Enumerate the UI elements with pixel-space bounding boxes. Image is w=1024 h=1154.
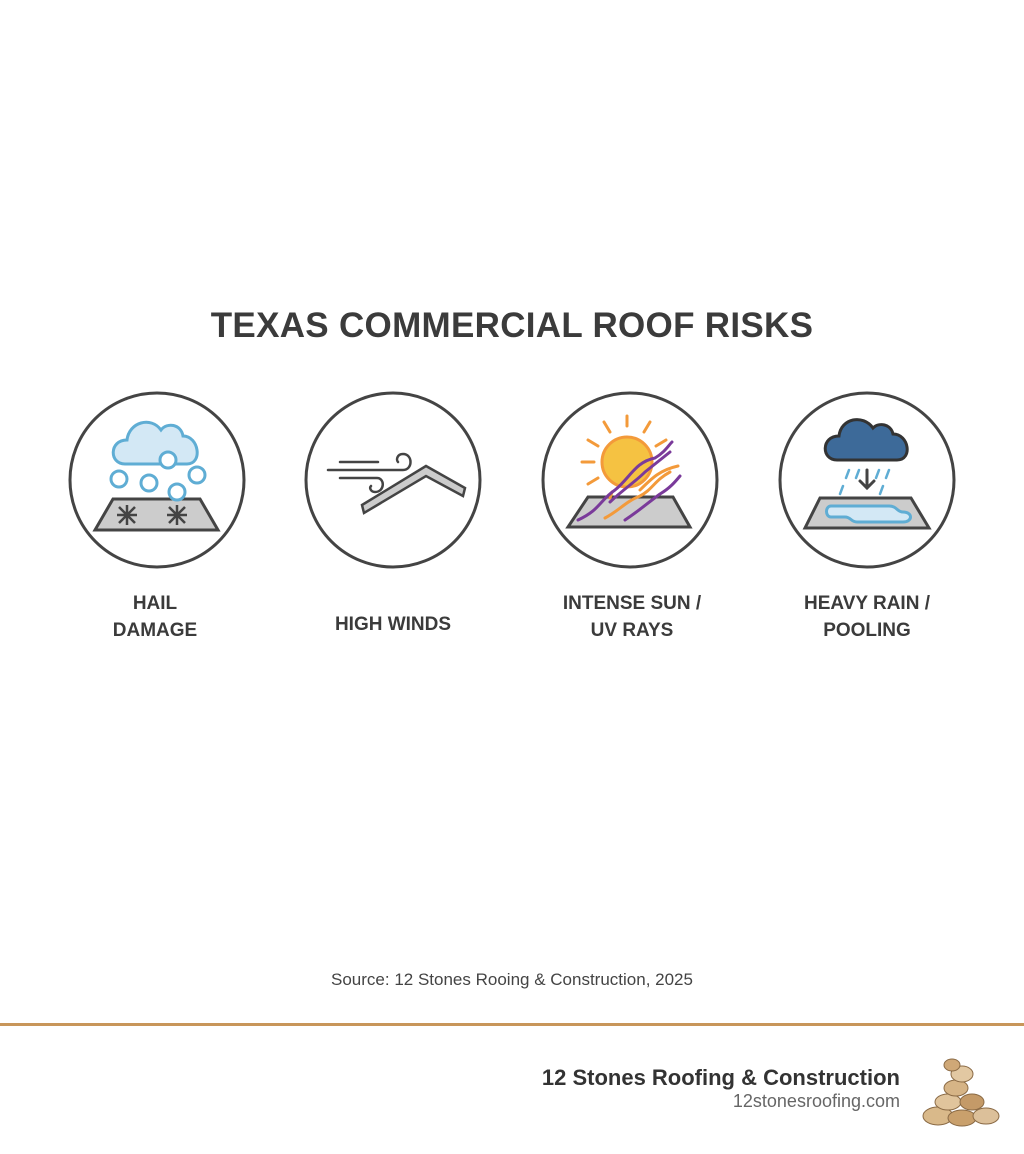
divider <box>0 1023 1024 1026</box>
label-line: HAIL <box>132 593 178 614</box>
stone-stack-logo <box>922 1058 1000 1127</box>
label-line: HEAVY RAIN / <box>804 593 930 614</box>
risk-label-wind: HIGH WINDS <box>283 611 503 638</box>
label-line: HIGH WINDS <box>334 614 452 635</box>
rain-pooling-icon <box>778 391 956 569</box>
risk-label-rain: HEAVY RAIN / POOLING <box>757 590 977 644</box>
page-title: TEXAS COMMERCIAL ROOF RISKS <box>210 306 814 345</box>
source-note: Source: 12 Stones Rooing & Construction,… <box>331 970 693 989</box>
label-line: DAMAGE <box>112 620 198 641</box>
hail-icon <box>68 391 246 569</box>
sun-uv-icon <box>541 391 719 569</box>
website-link[interactable]: 12stonesroofing.com <box>732 1091 900 1111</box>
label-line: UV RAYS <box>590 620 674 641</box>
company-name: 12 Stones Roofing & Construction <box>541 1065 900 1090</box>
footer-brand: 12 Stones Roofing & Construction 12stone… <box>542 1065 900 1111</box>
risk-hail <box>62 390 252 570</box>
label-line: INTENSE SUN / <box>562 593 702 614</box>
wind-icon <box>304 391 482 569</box>
risk-wind <box>298 390 488 570</box>
risk-rain <box>772 390 962 570</box>
label-line: POOLING <box>823 620 911 641</box>
risk-label-hail: HAIL DAMAGE <box>45 590 265 644</box>
risk-label-sun: INTENSE SUN / UV RAYS <box>522 590 742 644</box>
risk-sun <box>535 390 725 570</box>
